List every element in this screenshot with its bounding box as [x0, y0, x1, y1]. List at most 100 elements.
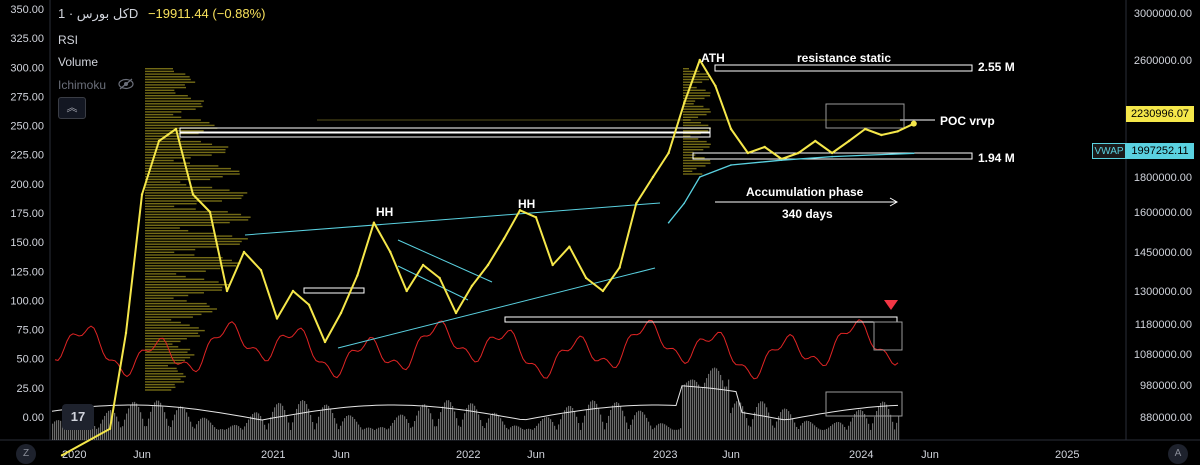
volume-profile-bar-8: [145, 89, 175, 91]
volume-bar: [726, 386, 728, 440]
volume-bar: [896, 422, 898, 440]
volume-bar: [554, 425, 556, 440]
volume-bar: [400, 414, 402, 440]
volume-profile-bar-115: [145, 378, 181, 380]
volume-profile-bar-33: [145, 157, 191, 159]
volume-bar: [658, 423, 660, 440]
volume-profile-bar-13: [145, 103, 202, 105]
volume-bar: [88, 422, 90, 440]
volume-bar: [432, 419, 434, 440]
volume-bar: [74, 429, 76, 440]
left-axis-tick-1: 325.00: [10, 33, 44, 45]
volume-bar: [464, 413, 466, 440]
volume-bar: [894, 429, 896, 440]
volume-profile-bar-87: [145, 302, 207, 305]
symbol-label[interactable]: كل بورس · 1D: [58, 6, 139, 21]
volume-bar: [794, 422, 796, 440]
volume-bar: [486, 422, 488, 440]
volume-bar: [572, 408, 574, 440]
volume-bar: [286, 415, 288, 440]
left-axis-tick-10: 100.00: [10, 295, 44, 307]
volume-profile-bar-28: [145, 143, 213, 145]
volume-bar: [470, 403, 472, 440]
volume-bar: [534, 428, 536, 440]
volume-bar: [360, 427, 362, 440]
volume-bar: [330, 408, 332, 440]
indicator-ichimoku[interactable]: Ichimoku: [58, 78, 107, 92]
volume-profile-bar-116: [145, 381, 185, 383]
indicator-rsi[interactable]: RSI: [58, 33, 79, 47]
volume-bar: [468, 404, 470, 440]
collapse-legend-button[interactable]: ︽: [58, 97, 86, 119]
volume-profile-right-bar-20: [683, 122, 701, 124]
auto-scale-button[interactable]: A: [1168, 444, 1188, 464]
volume-profile-bar-93: [145, 319, 172, 321]
volume-bar: [516, 425, 518, 440]
volume-profile-bar-99: [145, 335, 200, 337]
series-0-point-23: [470, 284, 474, 287]
volume-profile-bar-86: [145, 300, 187, 302]
flag-lower-line: [397, 265, 469, 301]
hidden-eye-icon[interactable]: [118, 78, 134, 90]
series-0-point-16: [356, 274, 359, 277]
volume-profile-bar-51: [145, 205, 175, 208]
volume-bar: [130, 404, 132, 440]
volume-bar: [304, 401, 306, 440]
volume-bar: [100, 423, 102, 440]
series-0-point-20: [421, 263, 425, 267]
volume-bar: [86, 423, 88, 440]
volume-profile-right-bar-0: [683, 68, 689, 70]
volume-bar: [52, 423, 54, 440]
volume-bar: [122, 426, 124, 440]
volume-bar: [182, 406, 184, 440]
volume-profile-right-bar-1: [683, 70, 700, 73]
volume-bar: [562, 414, 564, 440]
volume-profile-bar-98: [145, 332, 199, 334]
volume-bar: [466, 408, 468, 440]
volume-bar: [824, 429, 826, 440]
volume-bar: [730, 413, 732, 440]
volume-bar: [72, 429, 74, 440]
volume-bar: [436, 426, 438, 440]
volume-bar: [790, 414, 792, 440]
volume-bar: [866, 418, 868, 440]
volume-bar: [508, 429, 510, 440]
volume-bar: [852, 417, 854, 440]
volume-bar: [854, 414, 856, 440]
volume-bar: [366, 427, 368, 440]
volume-bar: [612, 405, 614, 440]
volume-bar: [842, 424, 844, 440]
volume-profile-bar-18: [145, 116, 182, 118]
volume-bar: [878, 406, 880, 440]
series-0-point-38: [714, 84, 717, 88]
series-0-point-47: [864, 127, 867, 131]
volume-bar: [104, 415, 106, 440]
volume-profile-bar-60: [145, 230, 189, 232]
volume-bar: [608, 415, 610, 440]
volume-bar: [450, 402, 452, 440]
left-axis-tick-0: 350.00: [10, 4, 44, 16]
volume-bar: [248, 419, 250, 440]
volume-bar: [484, 428, 486, 440]
volume-profile-right-bar-30: [683, 149, 704, 151]
volume-bar: [880, 403, 882, 440]
volume-bar: [384, 427, 386, 440]
zoom-corner-button[interactable]: Z: [16, 444, 36, 464]
volume-bar: [744, 411, 746, 440]
volume-bar: [236, 425, 238, 440]
volume-bar: [156, 400, 158, 440]
series-0-point-9: [242, 250, 246, 254]
volume-bar: [408, 422, 410, 440]
volume-bar: [598, 408, 600, 440]
volume-bar: [362, 429, 364, 440]
volume-profile-bar-53: [145, 211, 228, 213]
volume-bar: [132, 402, 134, 440]
rsi-line: [54, 319, 899, 380]
indicator-volume[interactable]: Volume: [58, 55, 99, 69]
volume-bar: [884, 402, 886, 440]
right-axis-tick-4: 1800000.00: [1134, 172, 1192, 184]
volume-profile-right-bar-28: [683, 143, 711, 145]
volume-bar: [136, 403, 138, 440]
volume-bar: [748, 425, 750, 440]
volume-bar: [714, 367, 716, 440]
